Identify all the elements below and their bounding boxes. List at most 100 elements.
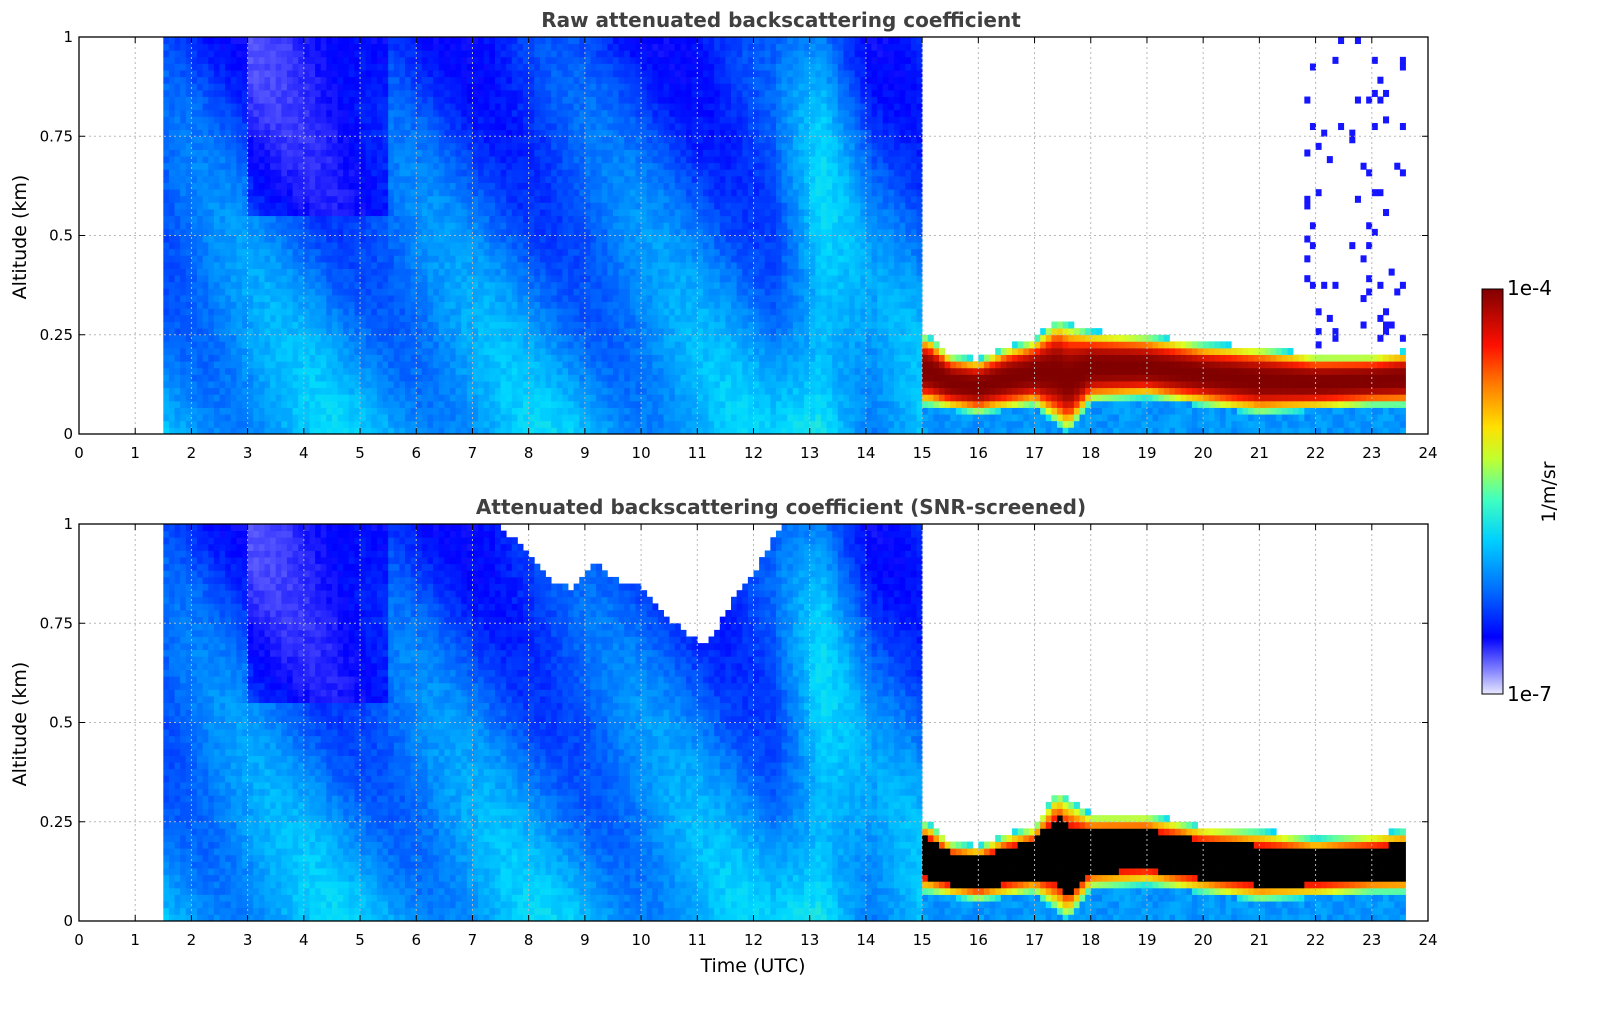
heatmap-cell [202,321,209,329]
heatmap-cell [500,288,507,296]
heatmap-cell [483,228,490,236]
heatmap-cell [174,407,181,415]
heatmap-cell [264,195,271,203]
heatmap-cell [573,209,580,217]
heatmap-cell [258,43,265,51]
heatmap-cell [596,314,603,322]
heatmap-cell [236,209,243,217]
heatmap-cell [197,222,204,230]
heatmap-cell [478,281,485,289]
heatmap-cell [393,149,400,157]
heatmap-cell [331,255,338,263]
heatmap-cell [399,142,406,150]
heatmap-cell [286,123,293,131]
heatmap-cell [517,387,524,395]
heatmap-cell [343,321,350,329]
heatmap-cell [483,242,490,250]
heatmap-cell [551,222,558,230]
heatmap-cell [208,56,215,64]
heatmap-cell [399,222,406,230]
heatmap-cell [208,255,215,263]
heatmap-cell [433,175,440,183]
heatmap-cell [438,394,445,402]
heatmap-cell [281,281,288,289]
heatmap-cell [433,268,440,276]
heatmap-cell [258,255,265,263]
heatmap-cell [494,182,501,190]
heatmap-cell [562,209,569,217]
heatmap-cell [371,400,378,408]
heatmap-cell [337,314,344,322]
heatmap-cell [258,321,265,329]
heatmap-cell [478,228,485,236]
heatmap-cell [444,381,451,389]
heatmap-cell [584,123,591,131]
heatmap-cell [534,275,541,283]
heatmap-cell [618,275,625,283]
heatmap-cell [539,321,546,329]
heatmap-cell [416,321,423,329]
heatmap-cell [500,83,507,91]
heatmap-cell [388,387,395,395]
heatmap-cell [225,268,232,276]
heatmap-cell [523,347,530,355]
heatmap-cell [455,347,462,355]
heatmap-cell [405,354,412,362]
heatmap-cell [556,374,563,382]
heatmap-cell [230,149,237,157]
heatmap-cell [618,288,625,296]
heatmap-cell [230,169,237,177]
heatmap-cell [371,169,378,177]
heatmap-cell [354,268,361,276]
heatmap-cell [612,76,619,84]
heatmap-cell [461,334,468,342]
heatmap-cell [506,235,513,243]
heatmap-cell [382,76,389,84]
heatmap-cell [236,83,243,91]
heatmap-cell [185,255,192,263]
heatmap-cell [360,414,367,422]
heatmap-cell [185,314,192,322]
heatmap-cell [360,381,367,389]
heatmap-cell [275,361,282,369]
heatmap-cell [348,149,355,157]
heatmap-cell [320,374,327,382]
heatmap-cell [213,136,220,144]
heatmap-cell [410,242,417,250]
heatmap-cell [393,275,400,283]
heatmap-cell [225,261,232,269]
heatmap-cell [354,328,361,336]
heatmap-cell [298,43,305,51]
heatmap-cell [455,215,462,223]
heatmap-cell [472,394,479,402]
heatmap-cell [213,321,220,329]
heatmap-cell [354,96,361,104]
heatmap-cell [281,156,288,164]
heatmap-cell [286,209,293,217]
heatmap-cell [444,136,451,144]
heatmap-cell [191,103,198,111]
heatmap-cell [584,334,591,342]
heatmap-cell [253,255,260,263]
heatmap-cell [579,228,586,236]
heatmap-cell [197,182,204,190]
heatmap-cell [191,189,198,197]
heatmap-cell [579,70,586,78]
heatmap-cell [601,301,608,309]
heatmap-cell [517,308,524,316]
heatmap-cell [494,255,501,263]
heatmap-cell [405,129,412,137]
heatmap-cell [449,182,456,190]
heatmap-cell [315,334,322,342]
heatmap-cell [478,162,485,170]
heatmap-cell [163,374,170,382]
heatmap-cell [466,314,473,322]
heatmap-cell [399,328,406,336]
heatmap-cell [388,354,395,362]
heatmap-cell [573,162,580,170]
heatmap-cell [185,96,192,104]
heatmap-cell [298,427,305,435]
heatmap-cell [281,142,288,150]
heatmap-cell [601,295,608,303]
heatmap-cell [489,261,496,269]
